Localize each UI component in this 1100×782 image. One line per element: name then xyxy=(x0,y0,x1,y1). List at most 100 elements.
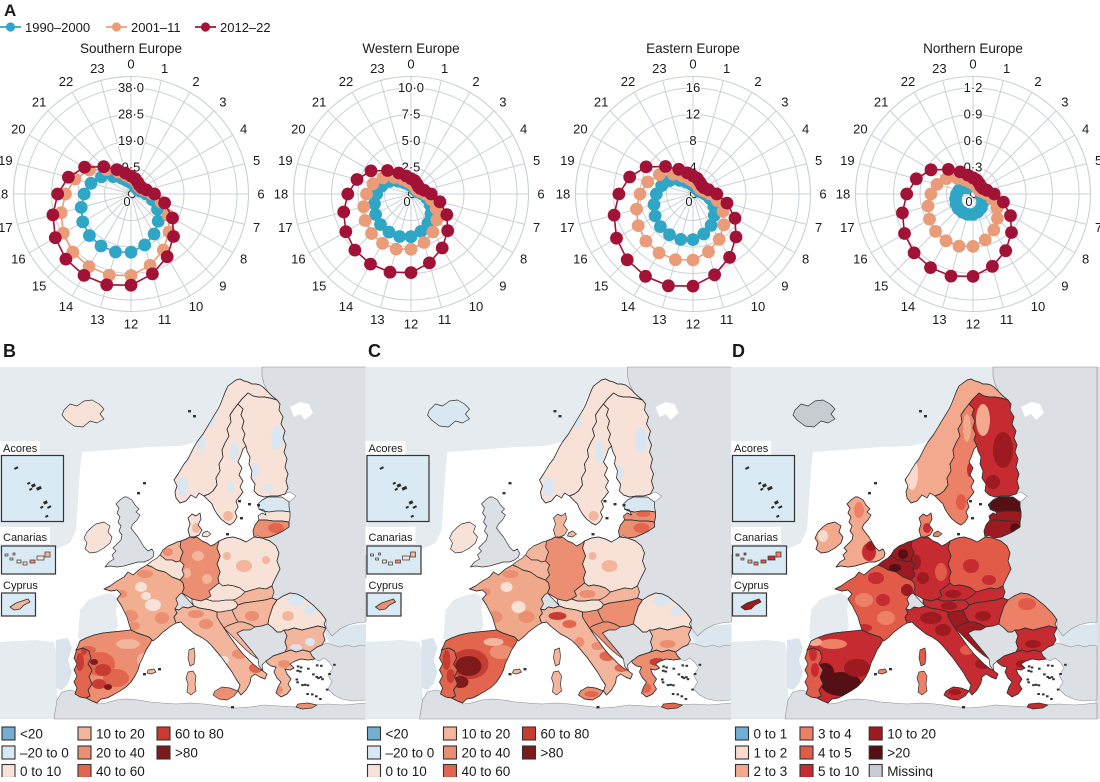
svg-text:15: 15 xyxy=(312,278,326,293)
svg-text:7·5: 7·5 xyxy=(402,107,421,122)
svg-text:C: C xyxy=(368,341,381,361)
svg-text:10·0: 10·0 xyxy=(398,80,424,95)
svg-text:3: 3 xyxy=(781,95,788,110)
svg-text:21: 21 xyxy=(874,95,888,110)
svg-text:2 to 3: 2 to 3 xyxy=(754,764,788,777)
svg-text:2: 2 xyxy=(754,74,761,89)
svg-text:14: 14 xyxy=(59,299,73,314)
svg-text:14: 14 xyxy=(901,299,915,314)
svg-text:5: 5 xyxy=(533,153,540,168)
svg-text:0: 0 xyxy=(403,194,410,209)
svg-text:38·0: 38·0 xyxy=(118,80,144,95)
svg-text:28·5: 28·5 xyxy=(118,107,144,122)
svg-text:1: 1 xyxy=(161,61,168,76)
svg-text:40 to 60: 40 to 60 xyxy=(96,764,145,777)
svg-text:7: 7 xyxy=(533,220,540,235)
svg-text:4: 4 xyxy=(802,122,809,137)
svg-text:10 to 20: 10 to 20 xyxy=(887,727,936,742)
svg-text:1 to 2: 1 to 2 xyxy=(754,746,788,761)
svg-text:B: B xyxy=(3,341,16,361)
svg-text:0: 0 xyxy=(689,57,696,72)
svg-text:4: 4 xyxy=(520,122,527,137)
svg-text:Northern Europe: Northern Europe xyxy=(923,41,1023,56)
svg-text:8: 8 xyxy=(240,252,247,267)
svg-text:17: 17 xyxy=(560,220,574,235)
svg-text:5 to 10: 5 to 10 xyxy=(818,764,859,777)
svg-text:22: 22 xyxy=(59,74,73,89)
svg-text:Cyprus: Cyprus xyxy=(369,580,404,592)
svg-text:0: 0 xyxy=(965,194,972,209)
svg-text:19·0: 19·0 xyxy=(118,133,144,148)
svg-text:20 to 40: 20 to 40 xyxy=(462,746,511,761)
svg-text:11: 11 xyxy=(1000,312,1014,327)
svg-text:20: 20 xyxy=(573,122,587,137)
svg-text:2: 2 xyxy=(192,74,199,89)
svg-text:5: 5 xyxy=(1095,153,1100,168)
svg-text:1: 1 xyxy=(723,61,730,76)
svg-text:11: 11 xyxy=(438,312,452,327)
svg-text:4: 4 xyxy=(1082,122,1089,137)
svg-text:2: 2 xyxy=(472,74,479,89)
svg-text:<20: <20 xyxy=(386,727,409,742)
svg-text:>80: >80 xyxy=(541,746,564,761)
svg-text:19: 19 xyxy=(560,153,574,168)
svg-text:20: 20 xyxy=(11,122,25,137)
svg-text:Acores: Acores xyxy=(369,443,404,455)
svg-text:12: 12 xyxy=(124,317,138,332)
svg-text:0·6: 0·6 xyxy=(964,133,983,148)
svg-text:11: 11 xyxy=(158,312,172,327)
svg-text:–20 to 0: –20 to 0 xyxy=(20,746,69,761)
svg-text:10 to 20: 10 to 20 xyxy=(96,727,145,742)
svg-text:22: 22 xyxy=(339,74,353,89)
svg-text:18: 18 xyxy=(836,187,850,202)
svg-text:40 to 60: 40 to 60 xyxy=(462,764,511,777)
svg-text:Cyprus: Cyprus xyxy=(3,580,38,592)
svg-text:D: D xyxy=(732,341,745,361)
svg-text:Canarias: Canarias xyxy=(369,532,414,544)
svg-text:19: 19 xyxy=(840,153,854,168)
svg-text:Acores: Acores xyxy=(734,443,769,455)
svg-text:2012–22: 2012–22 xyxy=(220,20,271,35)
svg-text:0: 0 xyxy=(123,194,130,209)
svg-text:5: 5 xyxy=(815,153,822,168)
svg-text:15: 15 xyxy=(594,278,608,293)
svg-text:0 to 10: 0 to 10 xyxy=(386,764,427,777)
svg-text:21: 21 xyxy=(312,95,326,110)
svg-text:1·2: 1·2 xyxy=(964,80,983,95)
svg-text:1: 1 xyxy=(1003,61,1010,76)
svg-text:17: 17 xyxy=(840,220,854,235)
svg-text:18: 18 xyxy=(0,187,8,202)
svg-text:10: 10 xyxy=(751,299,765,314)
svg-text:2001–11: 2001–11 xyxy=(131,20,181,35)
svg-text:1990–2000: 1990–2000 xyxy=(25,20,90,35)
svg-text:18: 18 xyxy=(274,187,288,202)
svg-text:5·0: 5·0 xyxy=(402,133,421,148)
svg-text:8: 8 xyxy=(802,252,809,267)
svg-text:9: 9 xyxy=(1061,278,1068,293)
svg-text:20 to 40: 20 to 40 xyxy=(96,746,145,761)
svg-text:0: 0 xyxy=(127,57,134,72)
svg-text:22: 22 xyxy=(621,74,635,89)
svg-text:13: 13 xyxy=(652,312,666,327)
svg-text:0: 0 xyxy=(685,194,692,209)
svg-text:10: 10 xyxy=(469,299,483,314)
svg-text:12: 12 xyxy=(686,317,700,332)
svg-text:17: 17 xyxy=(0,220,13,235)
svg-text:6: 6 xyxy=(819,187,826,202)
svg-text:<20: <20 xyxy=(20,727,43,742)
svg-text:8: 8 xyxy=(1082,252,1089,267)
svg-text:–20 to 0: –20 to 0 xyxy=(386,746,435,761)
svg-text:>20: >20 xyxy=(887,746,910,761)
svg-text:0 to 10: 0 to 10 xyxy=(20,764,61,777)
svg-text:5: 5 xyxy=(253,153,260,168)
svg-text:20: 20 xyxy=(853,122,867,137)
svg-text:2: 2 xyxy=(1034,74,1041,89)
svg-text:6: 6 xyxy=(257,187,264,202)
svg-text:7: 7 xyxy=(815,220,822,235)
svg-text:0 to 1: 0 to 1 xyxy=(754,727,788,742)
svg-text:Southern Europe: Southern Europe xyxy=(80,41,182,56)
svg-text:19: 19 xyxy=(278,153,292,168)
svg-text:10 to 20: 10 to 20 xyxy=(462,727,511,742)
svg-text:3: 3 xyxy=(219,95,226,110)
svg-text:Cyprus: Cyprus xyxy=(734,580,769,592)
